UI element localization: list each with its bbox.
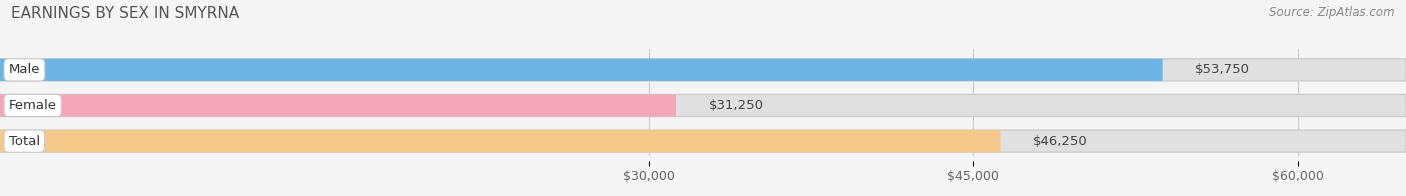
Text: EARNINGS BY SEX IN SMYRNA: EARNINGS BY SEX IN SMYRNA bbox=[11, 6, 239, 21]
Text: $53,750: $53,750 bbox=[1195, 63, 1250, 76]
Text: $46,250: $46,250 bbox=[1033, 135, 1088, 148]
Text: Male: Male bbox=[8, 63, 41, 76]
FancyBboxPatch shape bbox=[0, 59, 1406, 81]
FancyBboxPatch shape bbox=[0, 94, 1406, 117]
Text: $31,250: $31,250 bbox=[709, 99, 763, 112]
Text: Total: Total bbox=[8, 135, 39, 148]
FancyBboxPatch shape bbox=[0, 59, 1163, 81]
Text: Female: Female bbox=[8, 99, 56, 112]
FancyBboxPatch shape bbox=[0, 94, 676, 117]
FancyBboxPatch shape bbox=[0, 130, 1406, 152]
FancyBboxPatch shape bbox=[0, 130, 1001, 152]
Text: Source: ZipAtlas.com: Source: ZipAtlas.com bbox=[1270, 6, 1395, 19]
